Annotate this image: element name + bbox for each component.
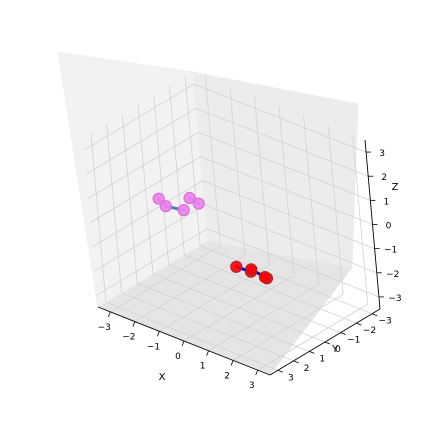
y-tick-label: −1 (347, 336, 360, 346)
x-tick-label: −3 (98, 323, 111, 333)
z-tick-label: 3 (379, 149, 385, 159)
x-tick-label: 2 (224, 371, 230, 381)
z-axis-label: Z (392, 182, 399, 193)
y-tick-label: 1 (319, 354, 325, 364)
x-tick-label: −1 (147, 342, 160, 352)
y-axis-label: Y (331, 344, 339, 355)
atom-point (246, 264, 257, 275)
y-tick-label: −2 (363, 326, 376, 336)
z-tick-label: −3 (388, 294, 401, 304)
atom-point (160, 201, 171, 212)
z-tick-label: 2 (381, 173, 387, 183)
atom-point (231, 261, 242, 272)
z-tick-label: 1 (383, 197, 389, 207)
x-tick-label: 3 (249, 381, 255, 391)
x-tick-label: 0 (175, 352, 181, 362)
atom-point (259, 272, 270, 283)
x-tick-label: 1 (200, 362, 206, 372)
x-axis-label: X (159, 372, 166, 383)
y-tick-label: 2 (304, 364, 310, 374)
atom-point (184, 193, 195, 204)
z-tick-label: −1 (384, 246, 397, 256)
z-tick-label: −2 (386, 270, 399, 280)
pane-back-right (193, 72, 358, 268)
atom-point (178, 205, 189, 216)
y-tick-label: −3 (379, 317, 392, 327)
x-tick-label: −2 (122, 333, 135, 343)
z-tick-label: 0 (386, 222, 392, 232)
y-tick-label: 3 (288, 373, 294, 383)
